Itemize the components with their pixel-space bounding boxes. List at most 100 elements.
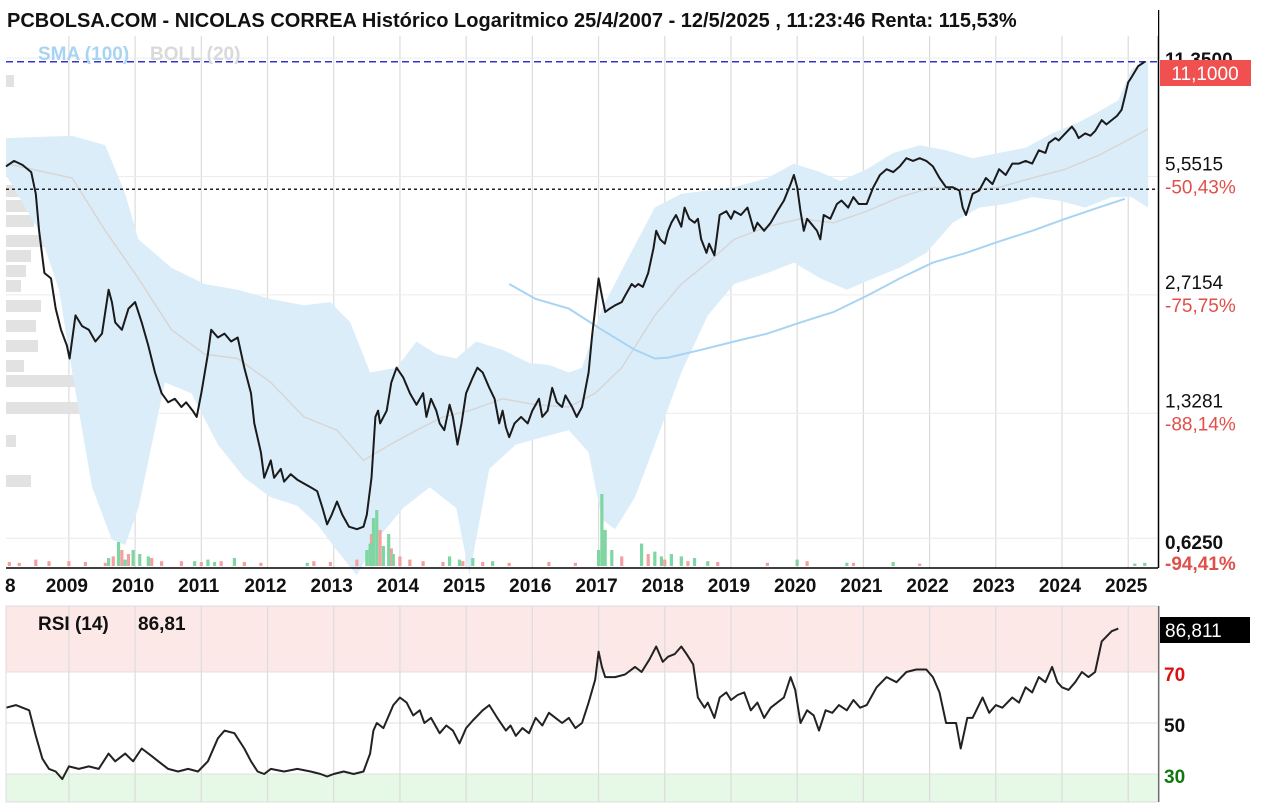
x-tick-label: 2019 [708,576,750,597]
volume-bar-up [365,550,369,566]
volume-bar-down [481,562,485,566]
volume-bar-up [123,559,127,566]
volume-bar-down [663,559,667,566]
x-tick-label: 2025 [1105,576,1148,597]
bollinger-band [6,60,1149,576]
volume-bar-up [146,556,150,566]
volume-bar-down [126,554,131,566]
volume-bar-down [355,559,359,566]
x-axis-labels: 8 2009 2010 2011 2012 2013 2014 2015 2016 2017 201… [5,576,1148,597]
volume-profile-bar [6,300,41,312]
rsi-level-label: 70 [1164,665,1185,686]
volume-bar-up [891,562,895,566]
volume-profile-bar [6,475,31,487]
title-background [0,0,1158,36]
volume-bar-up [193,561,197,566]
rsi-level-label: 50 [1164,716,1185,737]
volume-profile-bar [6,265,26,277]
volume-bar-up [639,543,644,566]
volume-bar-up [138,554,142,566]
volume-bar-down [34,559,38,566]
volume-bar-down [716,562,720,566]
volume-bar-up [116,542,121,566]
volume-bar-up [232,558,237,566]
volume-bar-up [131,550,135,566]
price-tick-label: 0,6250 [1165,533,1223,554]
volume-bar-up [1143,562,1147,566]
volume-bar-down [441,562,445,566]
x-tick-label: 2012 [244,576,286,597]
volume-bar-down [219,561,223,566]
volume-bar-down [408,559,412,566]
volume-bar-up [391,554,395,566]
volume-bar-down [378,530,382,566]
price-tick-percent: -50,43% [1165,177,1236,198]
volume-bar-down [179,561,184,566]
price-axis-labels: 11,35005,5515-50,43%2,7154-75,75%1,3281-… [1165,50,1236,575]
volume-bar-up [305,562,309,566]
x-tick-label: 2014 [377,576,420,597]
x-tick-label: 2016 [509,576,551,597]
volume-bar-up [795,559,799,566]
legend-boll: BOLL (20) [150,44,240,65]
x-tick-label: 2015 [443,576,486,597]
x-tick-label: 2020 [774,576,816,597]
x-tick-label: 8 [5,576,16,597]
volume-bar-down [312,561,316,566]
volume-profile-bar [6,215,34,227]
current-price-label: 11,1000 [1171,64,1238,85]
volume-bar-up [603,530,607,566]
rsi-overbought-zone [6,606,1158,672]
volume-bar-up [375,510,379,566]
volume-bar-up [659,556,664,566]
volume-bar-up [692,558,697,566]
volume-bar-down [150,558,154,566]
current-price-box [1160,60,1251,86]
volume-bar-down [398,556,402,566]
volume-bar-down [259,562,263,566]
volume-bar-down [159,561,164,566]
volume-bar-down [7,562,11,566]
volume-bar-down [111,556,115,566]
volume-bar-down [765,562,769,566]
volume-bar-down [328,562,333,566]
volume-bar-down [120,550,124,566]
volume-bar-up [845,562,849,566]
volume-bar-down [103,562,107,566]
bollinger-middle-line [5,128,1149,462]
volume-profile-bar [6,250,31,262]
volume-profile-bar [6,75,14,87]
volume-bar-down [242,562,246,566]
volume-bar-up [371,518,376,566]
volume-profile-bar [6,280,21,292]
volume-bar-up [107,558,111,566]
x-tick-label: 2024 [1039,576,1082,597]
volume-profile-bar [6,360,24,372]
x-tick-label: 2021 [840,576,883,597]
volume-bar-up [457,559,462,566]
volume-bar-down [67,561,71,566]
volume-bar-up [679,556,683,566]
rsi-level-label: 30 [1164,767,1185,788]
volume-bar-up [471,558,475,566]
x-tick-label: 2013 [311,576,353,597]
rsi-axis-labels: 70 50 30 [1164,665,1185,788]
price-tick-percent: -75,75% [1165,296,1236,317]
x-tick-label: 2017 [575,576,617,597]
x-tick-label: 2009 [46,576,88,597]
volume-bar-up [206,559,210,566]
x-tick-label: 2011 [178,576,220,597]
rsi-oversold-zone [6,774,1158,802]
x-tick-label: 2022 [906,576,948,597]
price-tick-label: 1,3281 [1165,391,1223,412]
volume-bar-down [83,562,88,566]
volume-bar-up [387,534,391,566]
volume-bar-down [199,562,203,566]
volume-bar-down [805,561,809,566]
legend-sma: SMA (100) [38,44,129,65]
volume-bar-down [507,562,511,566]
volume-bar-up [610,550,614,566]
price-tick-label: 5,5515 [1165,154,1223,175]
x-tick-label: 2023 [973,576,1015,597]
